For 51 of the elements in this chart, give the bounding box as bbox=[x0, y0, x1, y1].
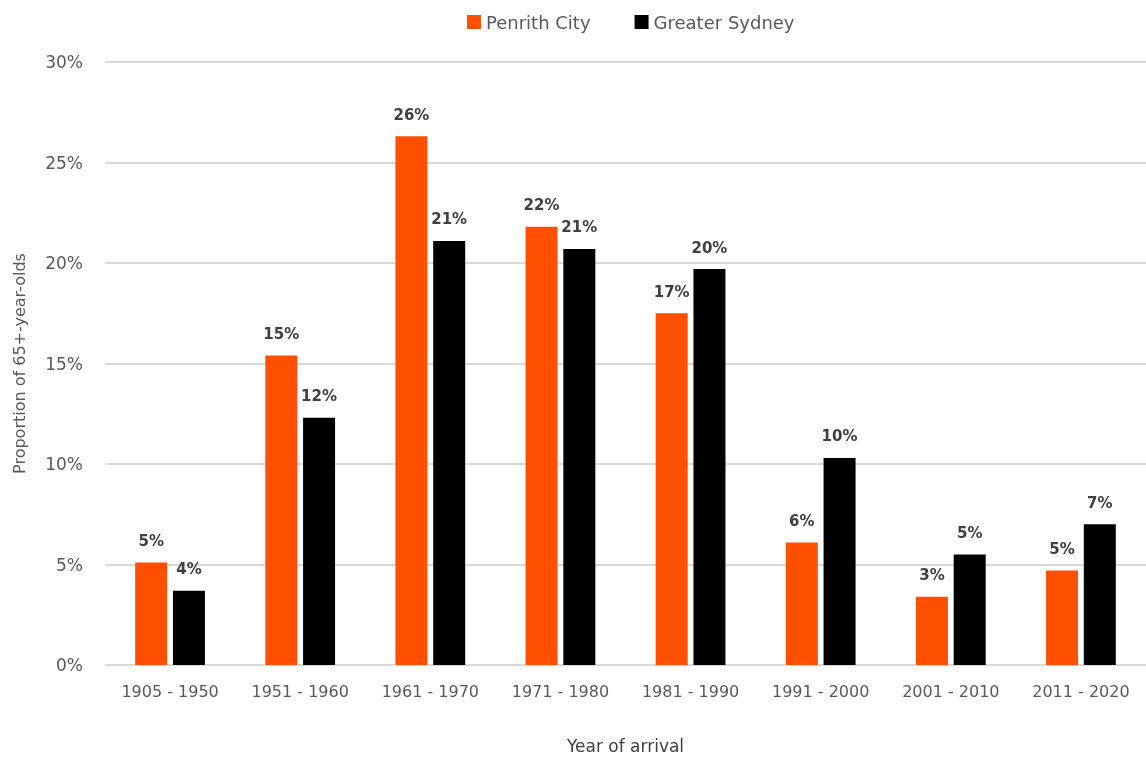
data-label: 3% bbox=[919, 566, 945, 585]
bar bbox=[693, 269, 726, 665]
x-tick-label: 1905 - 1950 bbox=[121, 681, 219, 701]
data-label: 15% bbox=[263, 324, 300, 343]
data-label: 21% bbox=[561, 218, 598, 237]
data-label: 22% bbox=[523, 196, 560, 215]
bar bbox=[525, 226, 558, 665]
x-tick-label: 1961 - 1970 bbox=[381, 681, 480, 701]
data-label: 6% bbox=[789, 511, 815, 530]
data-label: 5% bbox=[138, 531, 164, 550]
data-label: 12% bbox=[301, 387, 338, 406]
x-tick-label: 1971 - 1980 bbox=[511, 681, 610, 701]
y-tick-label: 15% bbox=[45, 353, 83, 374]
x-tick-label: 2011 - 2020 bbox=[1032, 681, 1130, 701]
bar bbox=[433, 240, 466, 665]
data-label: 4% bbox=[176, 560, 202, 579]
y-tick-label: 0% bbox=[56, 655, 83, 675]
data-label: 7% bbox=[1087, 493, 1113, 512]
x-tick-label: 1981 - 1990 bbox=[641, 681, 740, 701]
legend-label: Penrith City bbox=[486, 11, 591, 33]
bar bbox=[915, 596, 948, 665]
x-tick-label: 1951 - 1960 bbox=[251, 681, 349, 701]
data-label: 5% bbox=[956, 523, 983, 542]
bar bbox=[563, 248, 596, 665]
y-axis-title: Proportion of 65+-year-olds bbox=[9, 253, 29, 474]
data-label: 10% bbox=[821, 427, 858, 446]
bar bbox=[303, 417, 336, 665]
x-axis-title: Year of arrival bbox=[565, 735, 685, 756]
bar bbox=[785, 542, 818, 665]
data-label: 17% bbox=[653, 282, 690, 301]
data-label: 20% bbox=[691, 238, 728, 257]
legend-label: Greater Sydney bbox=[653, 11, 795, 33]
x-tick-label: 1991 - 2000 bbox=[771, 681, 870, 701]
bar bbox=[265, 355, 298, 665]
x-tick-label: 2001 - 2010 bbox=[902, 681, 1000, 701]
bar bbox=[953, 554, 986, 665]
y-tick-label: 20% bbox=[45, 253, 83, 273]
y-tick-label: 10% bbox=[45, 454, 83, 474]
y-tick-label: 5% bbox=[56, 554, 83, 575]
bar bbox=[395, 136, 428, 665]
y-tick-label: 25% bbox=[45, 152, 83, 173]
bar bbox=[1083, 524, 1116, 665]
bar bbox=[1046, 570, 1079, 665]
bar bbox=[823, 457, 856, 665]
data-label: 21% bbox=[431, 210, 468, 229]
bar bbox=[135, 562, 168, 665]
y-tick-label: 30% bbox=[45, 52, 83, 72]
bar bbox=[172, 590, 205, 665]
data-label: 26% bbox=[393, 105, 430, 124]
data-label: 5% bbox=[1049, 540, 1075, 559]
bar bbox=[655, 313, 688, 665]
